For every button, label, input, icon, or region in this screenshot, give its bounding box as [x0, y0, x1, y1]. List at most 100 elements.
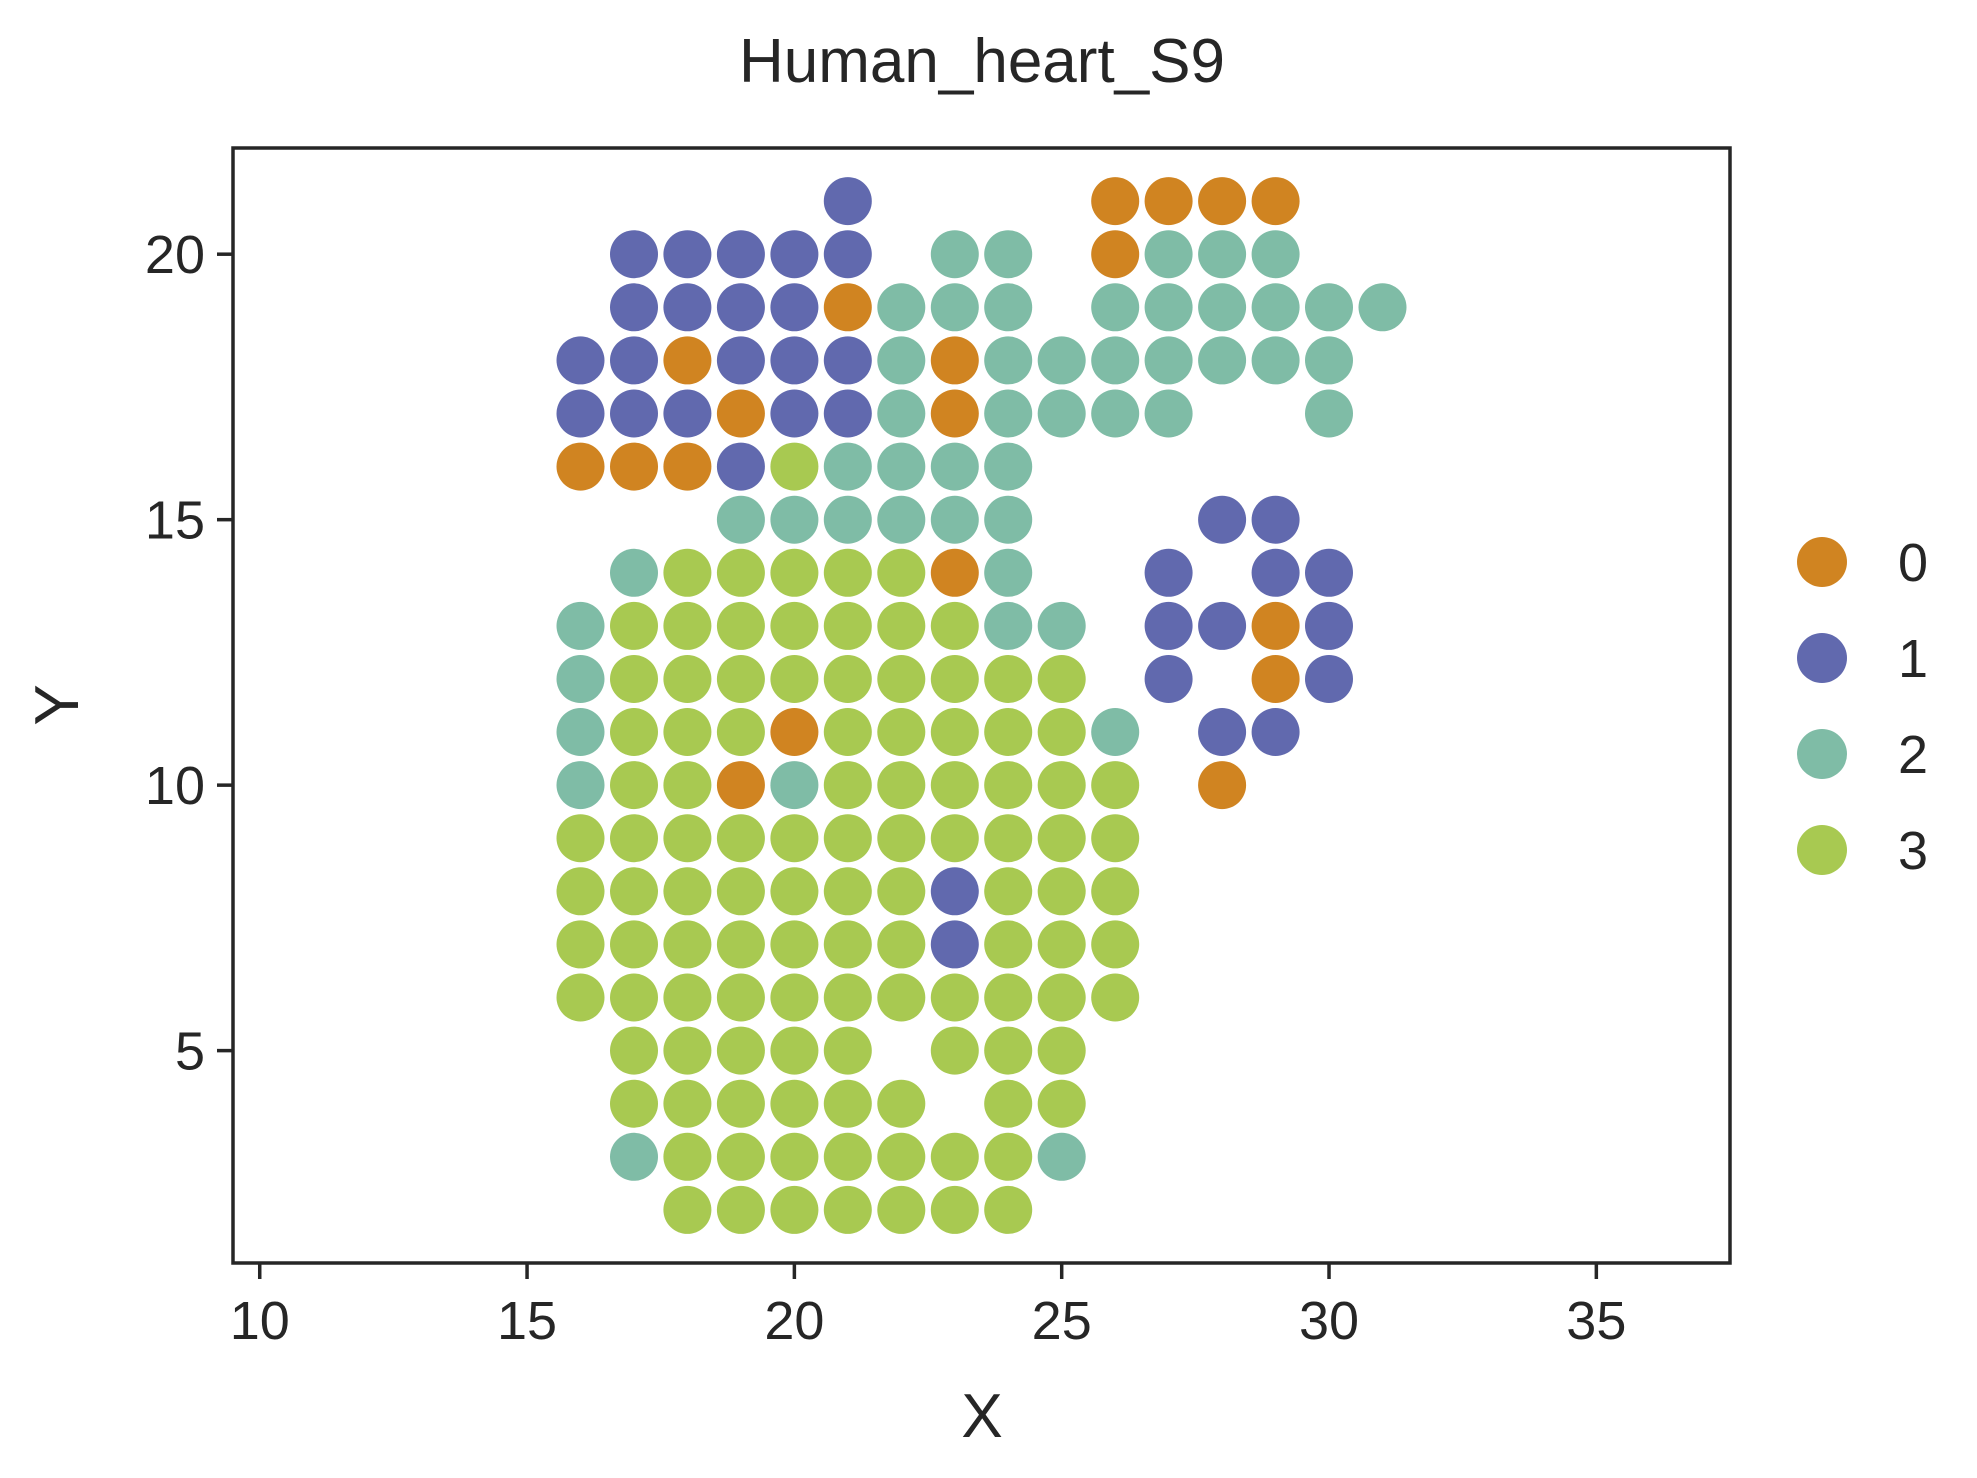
point-cluster-2	[1144, 389, 1193, 438]
point-cluster-3	[663, 601, 712, 650]
point-cluster-2	[1305, 389, 1353, 438]
point-cluster-1	[823, 336, 872, 385]
point-cluster-3	[930, 708, 979, 756]
point-cluster-2	[1091, 336, 1140, 385]
point-cluster-3	[716, 867, 765, 916]
point-cluster-1	[556, 389, 605, 438]
point-cluster-2	[984, 336, 1033, 385]
point-cluster-3	[610, 761, 658, 810]
point-cluster-2	[823, 495, 872, 544]
point-cluster-1	[1198, 495, 1247, 544]
point-cluster-2	[877, 336, 926, 385]
point-cluster-1	[770, 283, 819, 332]
point-cluster-3	[716, 601, 765, 650]
point-cluster-0	[930, 336, 979, 385]
point-cluster-3	[770, 548, 819, 597]
point-cluster-0	[1251, 601, 1300, 650]
point-cluster-2	[610, 548, 658, 597]
point-cluster-3	[984, 1079, 1033, 1128]
point-cluster-3	[1037, 655, 1086, 703]
point-cluster-3	[610, 867, 658, 916]
point-cluster-3	[770, 814, 819, 863]
point-cluster-2	[1305, 283, 1353, 332]
point-cluster-2	[556, 655, 605, 703]
point-cluster-3	[610, 655, 658, 703]
point-cluster-3	[930, 814, 979, 863]
point-cluster-0	[770, 708, 819, 756]
point-cluster-2	[984, 389, 1033, 438]
point-cluster-3	[610, 601, 658, 650]
point-cluster-2	[984, 601, 1033, 650]
point-cluster-2	[1144, 283, 1193, 332]
point-cluster-1	[1144, 548, 1193, 597]
point-cluster-3	[823, 973, 872, 1022]
y-tick-label: 10	[145, 756, 205, 816]
point-cluster-3	[930, 1132, 979, 1181]
chart-title: Human_heart_S9	[739, 27, 1225, 96]
point-cluster-3	[770, 920, 819, 969]
point-cluster-3	[1037, 1026, 1086, 1075]
point-cluster-2	[930, 442, 979, 491]
point-cluster-3	[716, 1026, 765, 1075]
point-cluster-3	[877, 1185, 926, 1234]
point-cluster-3	[984, 655, 1033, 703]
point-cluster-2	[930, 230, 979, 279]
point-cluster-1	[823, 177, 872, 226]
point-cluster-2	[770, 495, 819, 544]
point-cluster-2	[1091, 389, 1140, 438]
point-cluster-1	[1198, 708, 1247, 756]
point-cluster-3	[984, 920, 1033, 969]
point-cluster-2	[770, 761, 819, 810]
point-cluster-3	[1037, 973, 1086, 1022]
legend-label-2: 2	[1898, 725, 1928, 785]
point-cluster-1	[610, 389, 658, 438]
point-cluster-1	[1251, 495, 1300, 544]
point-cluster-3	[823, 548, 872, 597]
legend-label-3: 3	[1898, 821, 1928, 881]
point-cluster-1	[663, 230, 712, 279]
plot-frame	[231, 146, 1732, 1265]
point-cluster-3	[823, 708, 872, 756]
point-cluster-2	[1037, 1132, 1086, 1181]
point-cluster-3	[1091, 814, 1140, 863]
point-cluster-3	[716, 1079, 765, 1128]
point-cluster-3	[1037, 867, 1086, 916]
point-cluster-0	[716, 761, 765, 810]
point-cluster-1	[663, 283, 712, 332]
point-cluster-3	[877, 548, 926, 597]
point-cluster-2	[556, 708, 605, 756]
x-tick-label: 30	[1299, 1291, 1359, 1351]
point-cluster-2	[877, 495, 926, 544]
point-cluster-3	[877, 708, 926, 756]
point-cluster-2	[984, 495, 1033, 544]
point-cluster-2	[1358, 283, 1407, 332]
point-cluster-3	[1091, 920, 1140, 969]
point-cluster-3	[663, 1026, 712, 1075]
point-cluster-0	[930, 548, 979, 597]
point-cluster-3	[770, 1026, 819, 1075]
point-cluster-3	[877, 867, 926, 916]
point-cluster-1	[1144, 601, 1193, 650]
x-tick-label: 35	[1566, 1291, 1626, 1351]
point-cluster-3	[984, 973, 1033, 1022]
point-cluster-0	[1091, 230, 1140, 279]
point-cluster-3	[556, 920, 605, 969]
point-cluster-3	[984, 1132, 1033, 1181]
x-tick-label: 10	[230, 1291, 290, 1351]
point-cluster-3	[663, 761, 712, 810]
point-cluster-1	[716, 336, 765, 385]
point-cluster-1	[1305, 548, 1353, 597]
point-cluster-2	[877, 442, 926, 491]
point-cluster-1	[610, 283, 658, 332]
point-cluster-1	[1198, 601, 1247, 650]
point-cluster-0	[823, 283, 872, 332]
point-cluster-3	[1037, 708, 1086, 756]
point-cluster-3	[930, 1026, 979, 1075]
point-cluster-3	[823, 1132, 872, 1181]
point-cluster-3	[1037, 814, 1086, 863]
point-cluster-3	[823, 601, 872, 650]
point-cluster-3	[610, 814, 658, 863]
point-cluster-2	[877, 283, 926, 332]
point-cluster-3	[823, 1079, 872, 1128]
